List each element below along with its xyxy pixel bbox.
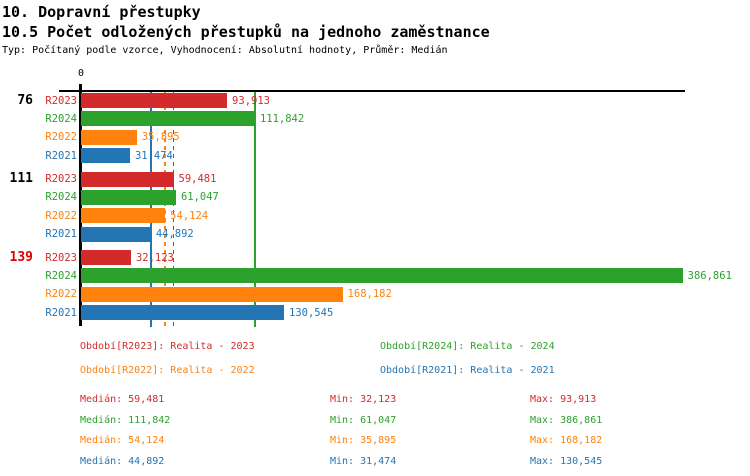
x-axis-zero-label: 0 bbox=[77, 68, 85, 79]
median-line-R2024 bbox=[254, 90, 256, 327]
bar-value-label: 35,895 bbox=[141, 131, 180, 144]
stat-median-R2024: Medián: 111,842 bbox=[80, 414, 171, 426]
row-label-R2021: R2021 bbox=[45, 149, 77, 162]
page-meta: Typ: Počítaný podle vzorce, Vyhodnocení:… bbox=[2, 45, 448, 56]
bar-value-label: 32,123 bbox=[135, 251, 174, 264]
stat-min-R2024: Min: 61,047 bbox=[330, 414, 397, 426]
bar-R2022-139 bbox=[81, 286, 343, 302]
row-label-R2024: R2024 bbox=[45, 112, 77, 125]
row-label-R2024: R2024 bbox=[45, 269, 77, 282]
median-line-R2023 bbox=[172, 90, 175, 327]
stat-max-R2022: Max: 168,182 bbox=[530, 435, 603, 446]
legend-item-R2021: Období[R2021]: Realita - 2021 bbox=[380, 364, 555, 376]
row-label-R2023: R2023 bbox=[45, 173, 77, 185]
bar-R2021-139 bbox=[81, 305, 285, 321]
page-subtitle: 10.5 Počet odložených přestupků na jedno… bbox=[2, 23, 490, 41]
bar-R2022-76 bbox=[81, 129, 137, 145]
bar-value-label: 130,545 bbox=[289, 306, 334, 319]
stat-median-R2023: Medián: 59,481 bbox=[80, 394, 165, 405]
bar-R2024-139 bbox=[81, 268, 683, 284]
x-axis-top-line bbox=[59, 90, 685, 92]
bar-R2021-111 bbox=[81, 226, 151, 242]
bar-value-label: 386,861 bbox=[687, 269, 732, 282]
group-label-76: 76 bbox=[17, 92, 33, 108]
bar-R2021-76 bbox=[81, 148, 130, 164]
legend-item-R2023: Období[R2023]: Realita - 2023 bbox=[80, 341, 255, 352]
median-line-R2022 bbox=[164, 90, 166, 327]
legend-item-R2022: Období[R2022]: Realita - 2022 bbox=[80, 364, 255, 376]
row-label-R2021: R2021 bbox=[45, 228, 77, 241]
y-axis-line bbox=[79, 84, 82, 326]
bar-value-label: 59,481 bbox=[178, 173, 217, 185]
bar-R2024-111 bbox=[81, 189, 176, 205]
bar-R2023-111 bbox=[81, 171, 174, 187]
bar-value-label: 31,474 bbox=[134, 149, 173, 162]
bar-R2023-139 bbox=[81, 250, 131, 265]
bar-R2024-76 bbox=[81, 111, 255, 127]
stat-max-R2021: Max: 130,545 bbox=[530, 455, 603, 467]
row-label-R2022: R2022 bbox=[45, 131, 77, 144]
stat-min-R2021: Min: 31,474 bbox=[330, 455, 397, 467]
page-title: 10. Dopravní přestupky bbox=[2, 3, 201, 21]
bar-value-label: 93,913 bbox=[232, 94, 270, 107]
row-label-R2022: R2022 bbox=[45, 288, 77, 301]
bar-value-label: 44,892 bbox=[155, 228, 194, 241]
bar-value-label: 61,047 bbox=[180, 191, 219, 204]
row-label-R2022: R2022 bbox=[45, 209, 77, 222]
row-label-R2021: R2021 bbox=[45, 306, 77, 319]
bar-value-label: 54,124 bbox=[170, 209, 209, 222]
group-label-139: 139 bbox=[9, 249, 33, 265]
row-label-R2023: R2023 bbox=[45, 251, 77, 264]
bar-R2022-111 bbox=[81, 208, 166, 224]
row-label-R2024: R2024 bbox=[45, 191, 77, 204]
stat-median-R2022: Medián: 54,124 bbox=[80, 435, 165, 446]
legend-item-R2024: Období[R2024]: Realita - 2024 bbox=[380, 341, 555, 352]
bar-value-label: 168,182 bbox=[347, 288, 392, 301]
row-label-R2023: R2023 bbox=[45, 94, 77, 107]
stat-min-R2023: Min: 32,123 bbox=[330, 394, 397, 405]
stat-max-R2024: Max: 386,861 bbox=[530, 414, 603, 426]
bar-R2023-76 bbox=[81, 93, 228, 108]
stat-min-R2022: Min: 35,895 bbox=[330, 435, 397, 446]
stat-max-R2023: Max: 93,913 bbox=[530, 394, 597, 405]
stat-median-R2021: Medián: 44,892 bbox=[80, 455, 165, 467]
group-label-111: 111 bbox=[9, 171, 33, 186]
bar-value-label: 111,842 bbox=[259, 112, 305, 125]
